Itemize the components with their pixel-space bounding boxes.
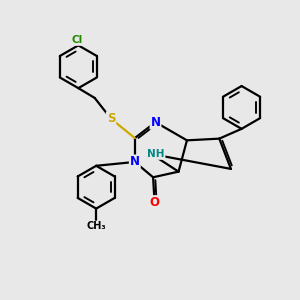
Text: NH: NH xyxy=(147,149,165,159)
Text: Cl: Cl xyxy=(71,35,82,45)
Text: S: S xyxy=(107,112,115,125)
Text: N: N xyxy=(151,116,160,129)
Text: N: N xyxy=(130,155,140,168)
Text: CH₃: CH₃ xyxy=(86,221,106,231)
Text: O: O xyxy=(150,196,160,209)
